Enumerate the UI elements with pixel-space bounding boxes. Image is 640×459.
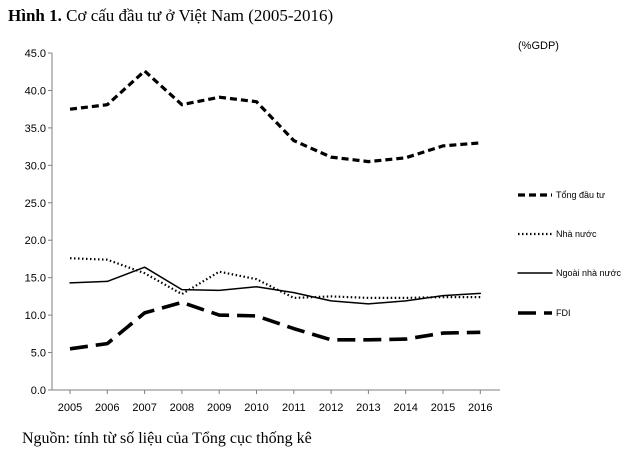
figure-title-text: Cơ cấu đầu tư ở Việt Nam (2005-2016): [66, 6, 334, 25]
axes: 0.0 5.0 10.0 15.0 20.0 25.0 30.0 35.0 40.0 45.0 20…: [25, 48, 500, 414]
legend: Tổng đầu tư Nhà nước Ngoài nhà nước FDI: [517, 190, 621, 318]
y-tick-label: 30.0: [25, 160, 46, 172]
y-tick-label: 20.0: [25, 235, 46, 247]
legend-label-1: Nhà nước: [556, 229, 597, 239]
legend-label-2: Ngoài nhà nước: [556, 268, 621, 278]
series-layer: [69, 69, 482, 351]
x-tick-label: 2006: [95, 402, 119, 414]
x-tick-label: 2011: [282, 402, 306, 414]
series-line-2: [69, 266, 482, 305]
x-tick-label: 2010: [244, 402, 268, 414]
x-tick-label: 2008: [170, 402, 194, 414]
series-line-3: [69, 300, 481, 351]
source-note: Nguồn: tính từ số liệu của Tổng cục thốn…: [22, 430, 312, 447]
series-line-0: [69, 69, 481, 164]
x-tick-label: 2015: [431, 402, 455, 414]
x-tick-label: 2009: [207, 402, 231, 414]
y-tick-label: 45.0: [25, 48, 46, 60]
x-tick-label: 2012: [319, 402, 343, 414]
y-tick-label: 25.0: [25, 198, 46, 210]
y-tick-label: 35.0: [25, 123, 46, 135]
y-tick-label: 5.0: [31, 348, 46, 360]
series-line-1: [69, 257, 481, 299]
x-tick-label: 2016: [468, 402, 492, 414]
y-tick-label: 10.0: [25, 310, 46, 322]
legend-label-0: Tổng đầu tư: [556, 190, 605, 200]
y-tick-label: 40.0: [25, 85, 46, 97]
x-tick-label: 2013: [356, 402, 380, 414]
legend-label-3: FDI: [556, 308, 571, 318]
x-tick-label: 2014: [393, 402, 417, 414]
x-tick-label: 2005: [58, 402, 82, 414]
figure-title: Hình 1. Cơ cấu đầu tư ở Việt Nam (2005-2…: [8, 6, 333, 26]
y-tick-label: 0.0: [31, 385, 46, 397]
x-tick-label: 2007: [132, 402, 156, 414]
y-axis-unit-label: (%GDP): [518, 40, 559, 52]
y-tick-label: 15.0: [25, 273, 46, 285]
figure-title-prefix: Hình 1.: [8, 6, 62, 25]
